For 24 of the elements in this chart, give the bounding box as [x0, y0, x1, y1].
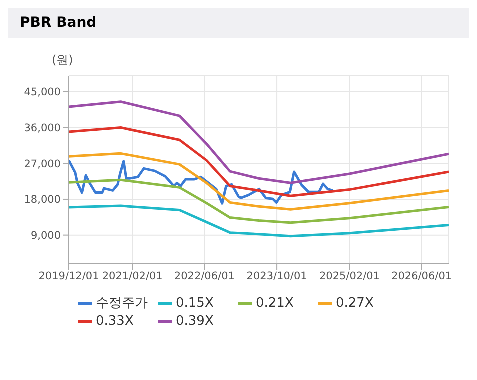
line-series: [69, 152, 449, 211]
y-tick-label: 18,000: [24, 194, 61, 206]
x-tick-label: 2019/12/01: [38, 270, 100, 282]
x-tick-label: 2026/06/01: [392, 270, 452, 282]
chart-title: PBR Band: [8, 8, 469, 38]
y-tick-label: 27,000: [24, 158, 61, 170]
line-series: [69, 178, 449, 224]
y-tick-label: 45,000: [24, 86, 61, 99]
x-tick-label: 2023/10/01: [246, 270, 308, 282]
y-axis-title: (원): [52, 52, 74, 69]
legend-label: 0.15X: [176, 296, 214, 310]
legend-label: 0.33X: [96, 314, 134, 329]
legend-label: 0.39X: [176, 314, 214, 329]
line-series: [69, 126, 449, 198]
line-series: [69, 100, 449, 184]
y-tick-label: 36,000: [24, 122, 61, 135]
line-series: [69, 204, 449, 238]
x-tick-label: 2021/02/01: [102, 270, 163, 282]
x-tick-label: 2022/06/01: [174, 270, 235, 282]
x-tick-label: 2025/02/01: [319, 270, 380, 282]
legend-label: 0.27X: [336, 296, 374, 310]
y-tick-label: 9,000: [30, 230, 61, 242]
legend-label: 수정주가: [96, 295, 148, 312]
legend-label: 0.21X: [256, 296, 294, 310]
